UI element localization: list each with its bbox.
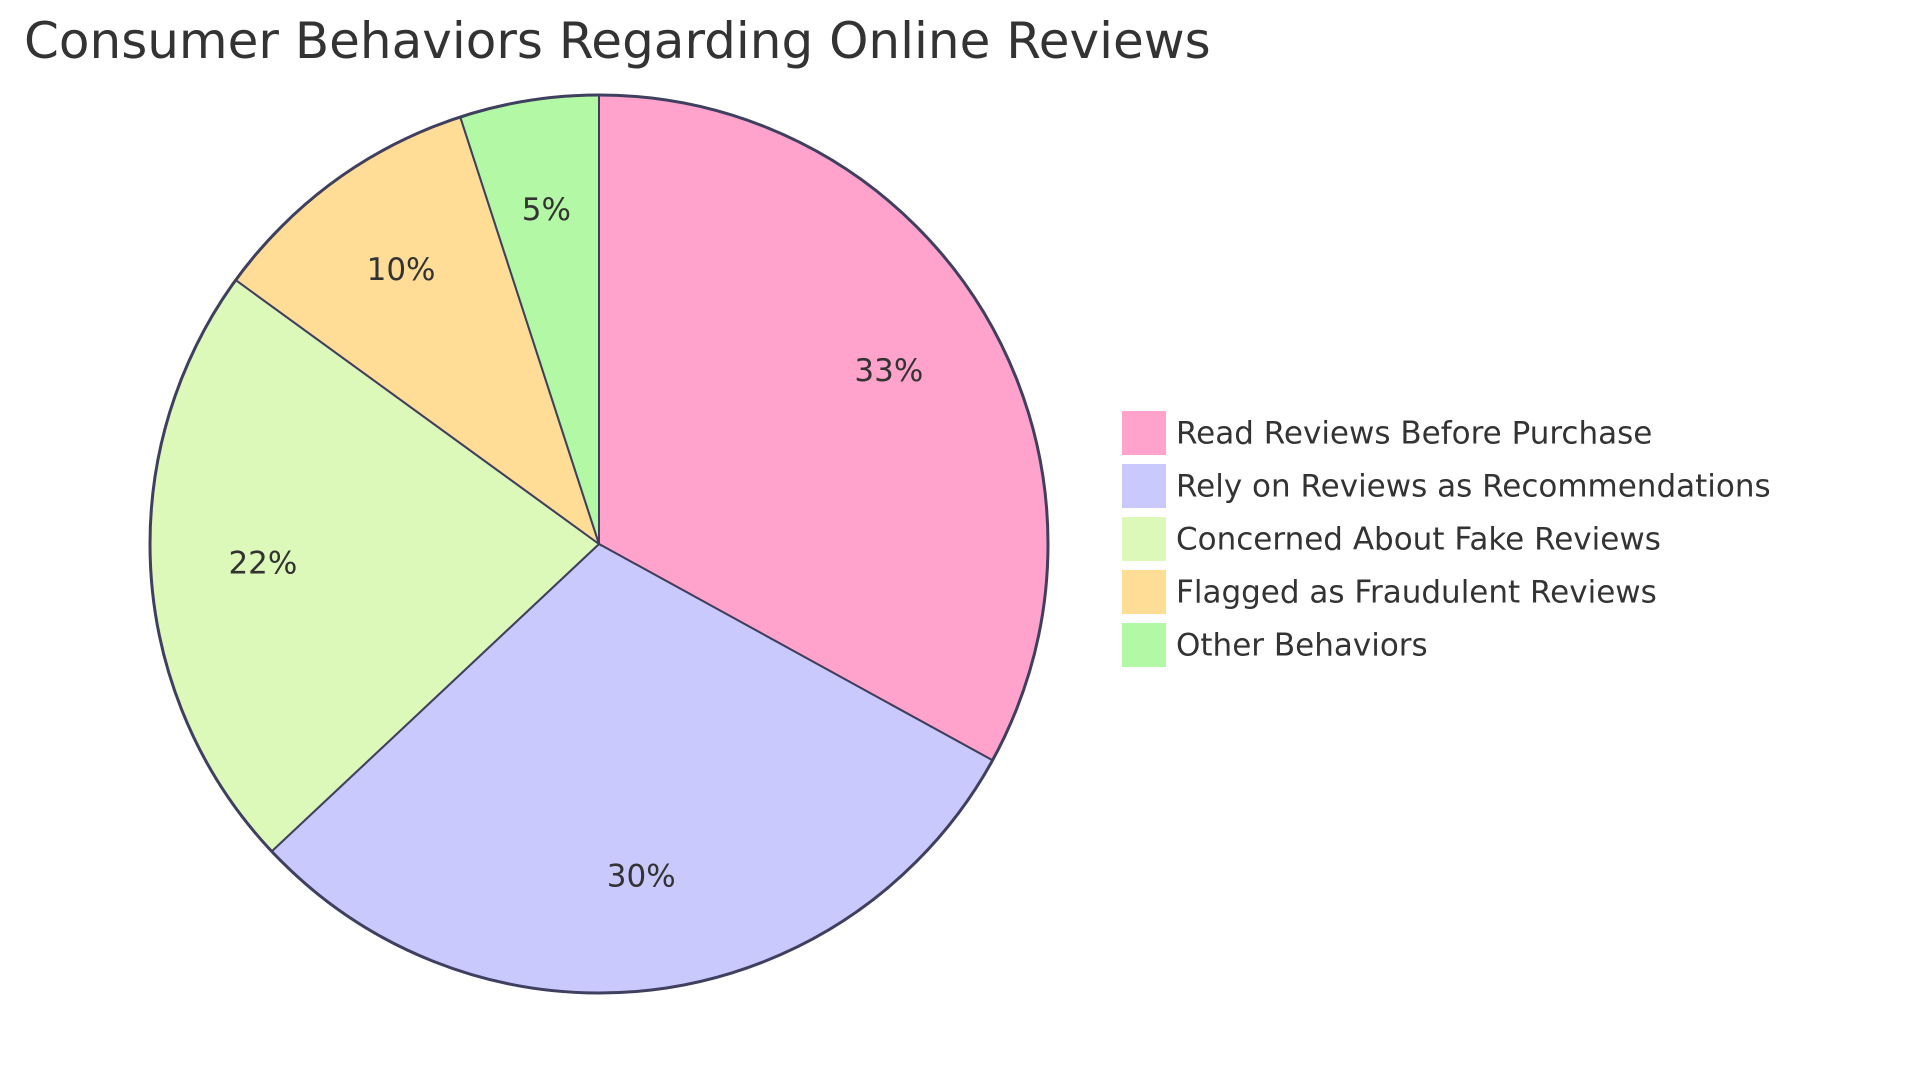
legend-text: Rely on Reviews as Recommendations [1176, 469, 1771, 505]
slice-label: 30% [607, 859, 676, 895]
legend-text: Other Behaviors [1176, 628, 1428, 664]
legend-text: Read Reviews Before Purchase [1176, 416, 1652, 452]
slice-label: 5% [522, 192, 571, 228]
pie-outline [148, 93, 1050, 995]
slice-label: 33% [854, 353, 923, 389]
legend-swatch [1122, 570, 1166, 614]
legend-swatch [1122, 623, 1166, 667]
slice-label: 10% [367, 252, 436, 288]
slice-label: 22% [228, 546, 297, 582]
legend-text: Flagged as Fraudulent Reviews [1176, 575, 1657, 611]
chart-title: Consumer Behaviors Regarding Online Revi… [24, 12, 1211, 70]
legend-swatch [1122, 464, 1166, 508]
legend-swatch [1122, 411, 1166, 455]
legend: Read Reviews Before Purchase Rely on Revi… [1122, 411, 1771, 667]
legend-swatch [1122, 517, 1166, 561]
pie: 33% 30% 22% 10% 5% [148, 93, 1050, 995]
legend-text: Concerned About Fake Reviews [1176, 522, 1661, 558]
